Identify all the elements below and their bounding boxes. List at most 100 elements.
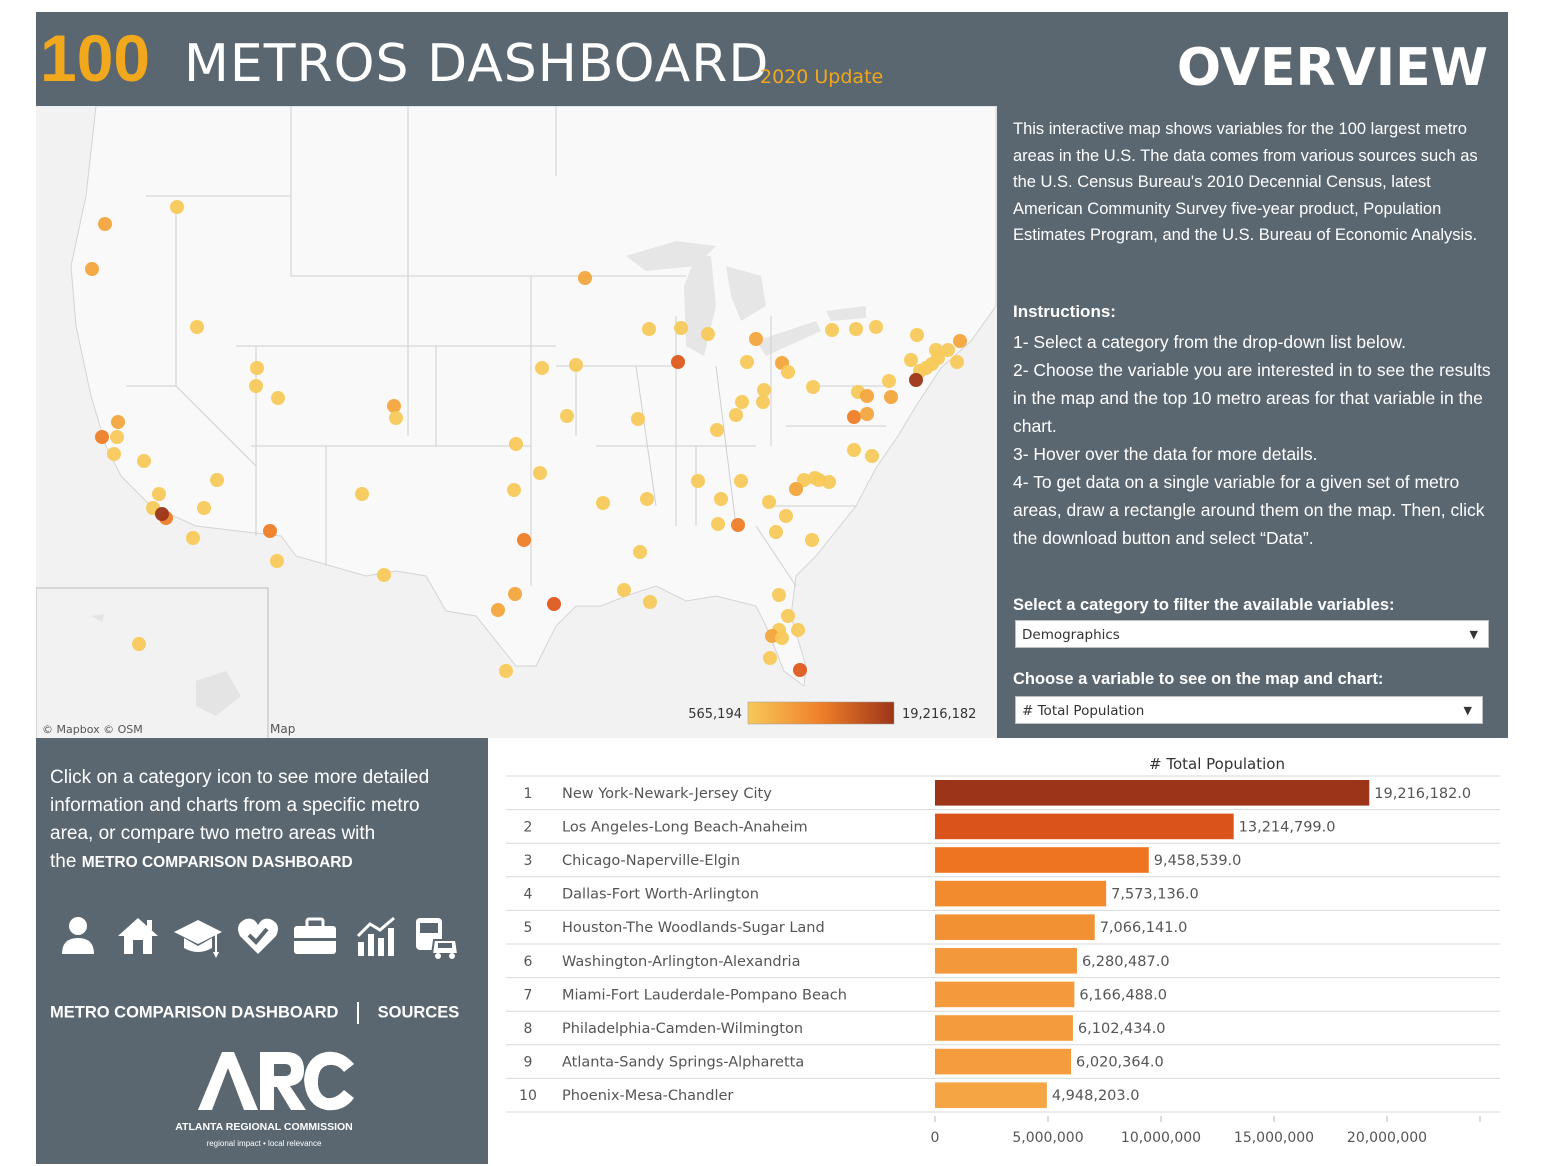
metro-dot[interactable] (137, 454, 151, 468)
metro-dot[interactable] (781, 609, 795, 623)
metro-dot[interactable] (847, 410, 861, 424)
metro-dot[interactable] (797, 473, 811, 487)
metro-dot[interactable] (710, 423, 724, 437)
graduation-cap-icon[interactable] (172, 914, 224, 962)
metro-dot[interactable] (389, 411, 403, 425)
transit-icon[interactable] (412, 914, 460, 962)
metro-dot[interactable] (95, 430, 109, 444)
briefcase-icon[interactable] (292, 914, 338, 958)
metro-dot[interactable] (132, 637, 146, 651)
bar[interactable] (935, 948, 1077, 974)
metro-dot[interactable] (674, 321, 688, 335)
metro-dots[interactable] (85, 200, 967, 678)
bar[interactable] (935, 880, 1107, 907)
metro-dot[interactable] (355, 487, 369, 501)
bar[interactable] (935, 813, 1234, 840)
metro-dot[interactable] (533, 466, 547, 480)
metro-dot[interactable] (517, 533, 531, 547)
metro-dot[interactable] (170, 200, 184, 214)
metro-dot[interactable] (729, 408, 743, 422)
metro-dot[interactable] (734, 474, 748, 488)
metro-dot[interactable] (791, 623, 805, 637)
metro-dot[interactable] (849, 322, 863, 336)
metro-dot[interactable] (757, 383, 771, 397)
metro-dot[interactable] (643, 595, 657, 609)
map-canvas[interactable]: 565,194 19,216,182 © Mapbox © OSM Map (36, 106, 997, 738)
sources-link[interactable]: SOURCES (377, 1003, 460, 1022)
metro-dot[interactable] (860, 407, 874, 421)
metro-dot[interactable] (941, 343, 955, 357)
metro-dot[interactable] (640, 492, 654, 506)
metro-dot[interactable] (749, 332, 763, 346)
bar-chart-canvas[interactable]: # Total Population 1 New York-Newark-Jers… (488, 738, 1508, 1164)
metro-dot[interactable] (560, 409, 574, 423)
metro-comparison-link[interactable]: METRO COMPARISON DASHBOARD (50, 1003, 339, 1022)
bar[interactable] (935, 981, 1075, 1008)
metro-dot[interactable] (789, 482, 803, 496)
metro-dot[interactable] (865, 449, 879, 463)
metro-dot[interactable] (735, 395, 749, 409)
metro-dot[interactable] (155, 507, 169, 521)
metro-dot[interactable] (250, 361, 264, 375)
metro-dot[interactable] (617, 583, 631, 597)
us-map[interactable]: 565,194 19,216,182 © Mapbox © OSM Map (36, 106, 997, 738)
metro-dot[interactable] (190, 320, 204, 334)
metro-dot[interactable] (691, 474, 705, 488)
metro-dot[interactable] (882, 374, 896, 388)
metro-dot[interactable] (763, 651, 777, 665)
metro-dot[interactable] (107, 447, 121, 461)
metro-dot[interactable] (249, 379, 263, 393)
bar[interactable] (935, 914, 1095, 940)
metro-dot[interactable] (781, 365, 795, 379)
metro-dot[interactable] (491, 603, 505, 617)
metro-dot[interactable] (762, 495, 776, 509)
metro-dot[interactable] (714, 492, 728, 506)
metro-dot[interactable] (805, 533, 819, 547)
person-icon[interactable] (58, 914, 98, 958)
category-dropdown[interactable]: Demographics ▼ (1015, 620, 1489, 648)
metro-dot[interactable] (186, 531, 200, 545)
bar-chart-icon[interactable] (354, 914, 400, 958)
chevron-down-icon[interactable]: ▼ (1463, 704, 1472, 717)
bar[interactable] (935, 1048, 1072, 1075)
metro-dot[interactable] (578, 271, 592, 285)
metro-dot[interactable] (701, 327, 715, 341)
metro-dot[interactable] (904, 353, 918, 367)
metro-dot[interactable] (270, 554, 284, 568)
metro-dot[interactable] (631, 412, 645, 426)
metro-dot[interactable] (535, 361, 549, 375)
metro-dot[interactable] (671, 355, 685, 369)
top10-chart[interactable]: # Total Population 1 New York-Newark-Jers… (488, 738, 1508, 1164)
metro-dot[interactable] (377, 568, 391, 582)
metro-dot[interactable] (197, 501, 211, 515)
metro-dot[interactable] (596, 496, 610, 510)
metro-dot[interactable] (85, 262, 99, 276)
metro-dot[interactable] (642, 322, 656, 336)
metro-dot[interactable] (769, 525, 783, 539)
bar[interactable] (935, 847, 1149, 873)
metro-dot[interactable] (110, 430, 124, 444)
metro-dot[interactable] (860, 389, 874, 403)
bar[interactable] (935, 1082, 1047, 1108)
metro-dot[interactable] (263, 524, 277, 538)
metro-dot[interactable] (387, 399, 401, 413)
metro-dot[interactable] (507, 483, 521, 497)
metro-dot[interactable] (910, 328, 924, 342)
metro-dot[interactable] (633, 545, 647, 559)
chevron-down-icon[interactable]: ▼ (1469, 628, 1478, 641)
metro-dot[interactable] (756, 395, 770, 409)
metro-dot[interactable] (808, 471, 822, 485)
metro-dot[interactable] (950, 355, 964, 369)
metro-dot[interactable] (569, 358, 583, 372)
metro-dot[interactable] (825, 323, 839, 337)
heart-icon[interactable] (236, 914, 280, 958)
home-icon[interactable] (116, 914, 160, 958)
metro-dot[interactable] (508, 587, 522, 601)
metro-dot[interactable] (740, 355, 754, 369)
metro-dot[interactable] (847, 443, 861, 457)
metro-dot[interactable] (210, 473, 224, 487)
arc-logo[interactable]: ATLANTA REGIONAL COMMISSION regional imp… (164, 1044, 364, 1154)
metro-dot[interactable] (806, 380, 820, 394)
bar[interactable] (935, 780, 1370, 806)
metro-dot[interactable] (775, 631, 789, 645)
